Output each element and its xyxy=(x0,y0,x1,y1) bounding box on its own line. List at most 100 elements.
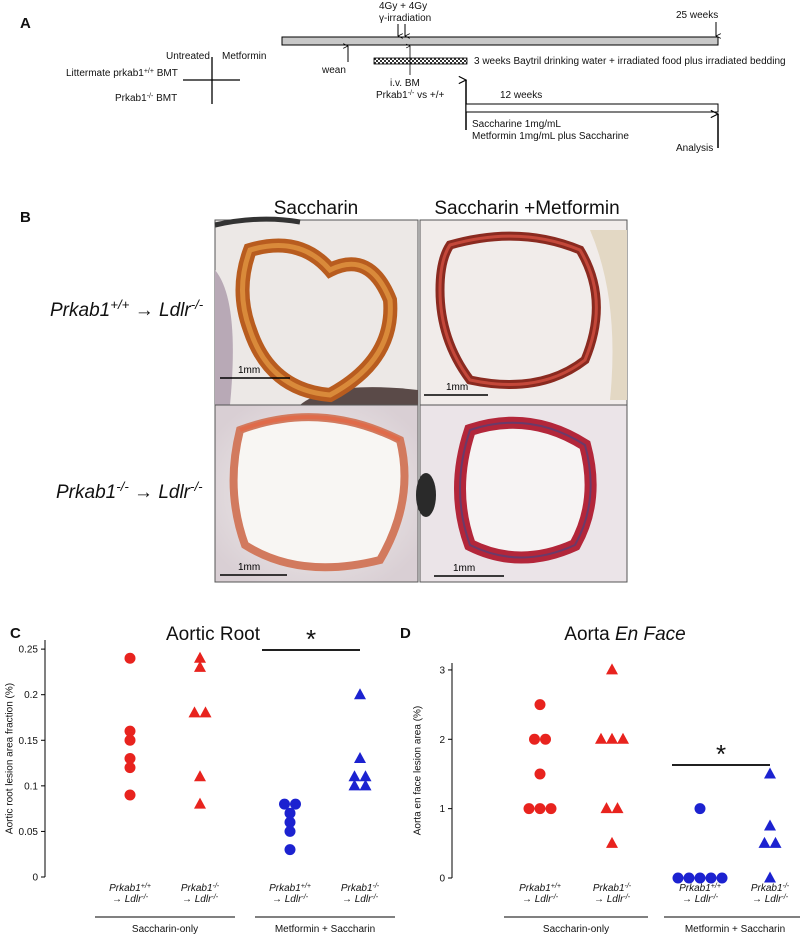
data-point xyxy=(534,699,546,711)
text-part: Prkab1 xyxy=(376,90,408,101)
text-part: Ldlr xyxy=(125,894,142,905)
x-tick-label: → Ldlr-/- xyxy=(752,894,789,906)
text-part: Ldlr xyxy=(285,894,302,905)
data-point xyxy=(124,753,136,764)
data-point xyxy=(354,688,366,700)
column-label: Saccharin +Metformin xyxy=(434,198,619,219)
data-point xyxy=(194,797,206,809)
data-point xyxy=(606,836,618,848)
text-part: Prkab1 xyxy=(109,883,141,894)
text-part: Ldlr xyxy=(607,894,624,905)
data-point xyxy=(540,733,551,745)
text-part: Prkab1 xyxy=(181,883,213,894)
data-point xyxy=(534,768,546,780)
data-point xyxy=(769,836,782,848)
data-point xyxy=(348,770,361,782)
row-label: Prkab1+/+ → Ldlr-/- xyxy=(50,297,204,322)
y-tick-label: 0.2 xyxy=(24,690,38,701)
text-part: -/- xyxy=(147,93,154,100)
column-label: Saccharin xyxy=(274,198,359,219)
data-point xyxy=(284,816,296,828)
data-point xyxy=(124,652,136,664)
y-tick-label: 0 xyxy=(32,873,38,884)
text-part: -/- xyxy=(190,479,203,494)
text-part: -/- xyxy=(116,479,129,494)
data-point xyxy=(764,819,776,831)
text-part: BMT xyxy=(154,68,178,79)
charts: C Aortic Root Aortic root lesion area frac… xyxy=(5,624,800,935)
scale-label: 1mm xyxy=(453,563,475,574)
chart-title: Aorta En Face xyxy=(564,624,685,645)
data-point xyxy=(600,802,613,814)
x-tick-label: → Ldlr-/- xyxy=(682,894,719,906)
text-part: → xyxy=(342,894,355,905)
text-part: -/- xyxy=(141,894,148,901)
text-part: +/+ xyxy=(711,883,721,890)
data-point xyxy=(764,767,776,779)
y-tick-label: 1 xyxy=(439,804,445,815)
scale-label: 1mm xyxy=(446,382,468,393)
data-point xyxy=(359,779,372,791)
data-point xyxy=(606,663,618,675)
text-part: Aortic Root xyxy=(166,624,261,645)
group-label: Metformin + Saccharin xyxy=(275,924,375,935)
data-point xyxy=(194,651,206,663)
y-tick-label: 3 xyxy=(439,665,445,676)
text-part: +/+ xyxy=(110,297,129,312)
text-part: → xyxy=(594,894,607,905)
data-point xyxy=(188,706,201,718)
chart-title: Aortic Root xyxy=(166,624,261,645)
irradiation-label: γ-irradiation xyxy=(379,13,431,24)
text-part: Prkab1 xyxy=(115,93,147,104)
text-part: Aorta xyxy=(564,624,615,645)
x-tick-label: Prkab1+/+ xyxy=(679,883,721,895)
treatment-bar xyxy=(465,103,719,113)
panel-letter: A xyxy=(20,15,31,32)
x-tick-label: Prkab1+/+ xyxy=(269,883,311,895)
histology-image xyxy=(214,404,419,583)
text-part: Prkab1 xyxy=(751,883,783,894)
x-tick-label: Prkab1-/- xyxy=(751,883,790,895)
x-tick-label: Prkab1-/- xyxy=(341,883,380,895)
y-tick-label: 0.25 xyxy=(19,645,39,656)
ivbm-label: Prkab1-/- vs +/+ xyxy=(376,90,444,102)
x-tick-label: Prkab1+/+ xyxy=(109,883,151,895)
text-part: +/+ xyxy=(301,883,311,890)
data-point xyxy=(284,825,296,837)
data-point xyxy=(595,732,607,744)
data-point xyxy=(529,733,540,745)
text-part: -/- xyxy=(213,883,220,890)
text-part: -/- xyxy=(301,894,308,901)
duration-label: 12 weeks xyxy=(500,90,542,101)
analysis-label: Analysis xyxy=(676,143,713,154)
text-part: → xyxy=(522,894,535,905)
text-part: -/- xyxy=(191,297,204,312)
data-point xyxy=(284,807,296,819)
histology-image xyxy=(416,404,628,583)
irradiation-label: 4Gy + 4Gy xyxy=(379,1,427,12)
text-part: -/- xyxy=(783,883,790,890)
data-point xyxy=(354,752,366,763)
data-point xyxy=(611,802,624,814)
y-tick-label: 0 xyxy=(439,874,445,885)
data-point xyxy=(124,725,136,737)
x-tick-label: → Ldlr-/- xyxy=(522,894,559,906)
data-point xyxy=(284,844,296,856)
text-part: Ldlr xyxy=(158,482,190,503)
row-label: Prkab1-/- → Ldlr-/- xyxy=(56,479,203,504)
data-point xyxy=(672,872,684,884)
data-point xyxy=(705,872,717,884)
x-tick-label: → Ldlr-/- xyxy=(342,894,379,906)
text-part: Prkab1 xyxy=(341,883,373,894)
panel-letter: C xyxy=(10,625,21,642)
data-point xyxy=(694,872,706,884)
text-part: BMT xyxy=(153,93,177,104)
data-point xyxy=(694,803,706,815)
data-point xyxy=(758,836,771,848)
column-label: Untreated xyxy=(166,51,210,62)
y-tick-label: 0.1 xyxy=(24,781,38,792)
y-axis-label: Aorta en face lesion area (%) xyxy=(413,706,424,836)
x-tick-label: → Ldlr-/- xyxy=(182,894,219,906)
y-tick-label: 2 xyxy=(439,735,445,746)
text-part: → xyxy=(752,894,765,905)
